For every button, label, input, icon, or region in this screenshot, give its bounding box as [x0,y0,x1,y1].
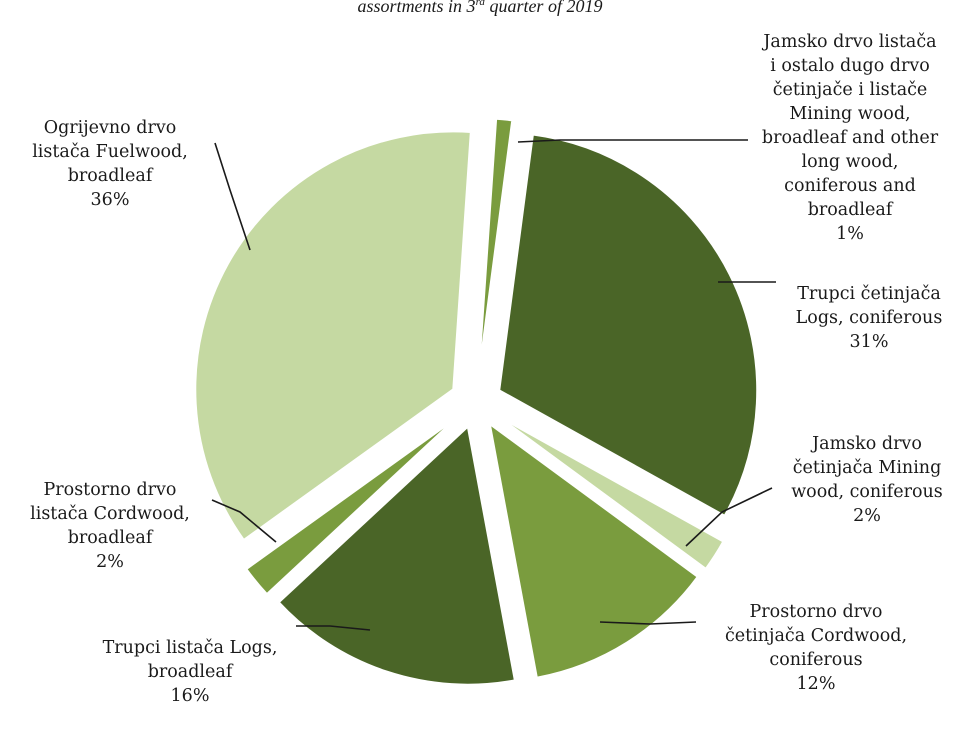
pie-slice-2 [497,415,725,571]
chart-subtitle: assortments in 3rd quarter of 2019 [357,0,603,16]
leader-line-4 [296,625,371,631]
pie-slice-3 [488,421,700,679]
leader-line-2 [685,487,773,547]
leader-line-6 [214,142,251,251]
label-mining-wood-broadleaf: Jamsko drvo listača i ostalo dugo drvo č… [761,32,939,244]
label-logs-broadleaf: Trupci listača Logs, broadleaf 16% [102,638,278,706]
label-fuelwood-broadleaf: Ogrijevno drvo listača Fuelwood, broadle… [32,118,188,210]
leader-line-3 [599,621,697,625]
label-mining-wood-coniferous: Jamsko drvo četinjača Mining wood, conif… [791,434,943,526]
pie-slice-0 [477,117,514,377]
label-cordwood-coniferous: Prostorno drvo četinjača Cordwood, conif… [724,602,908,694]
leader-line-5 [211,499,277,543]
label-cordwood-broadleaf: Prostorno drvo listača Cordwood, broadle… [30,480,190,572]
pie-slice-5 [244,417,457,596]
pie-slice-6 [194,130,472,542]
pie-chart [194,117,776,686]
label-logs-coniferous: Trupci četinjača Logs, coniferous 31% [795,284,943,352]
leader-line-0 [517,139,748,143]
pie-slice-1 [498,133,759,518]
pie-slice-4 [277,424,517,686]
